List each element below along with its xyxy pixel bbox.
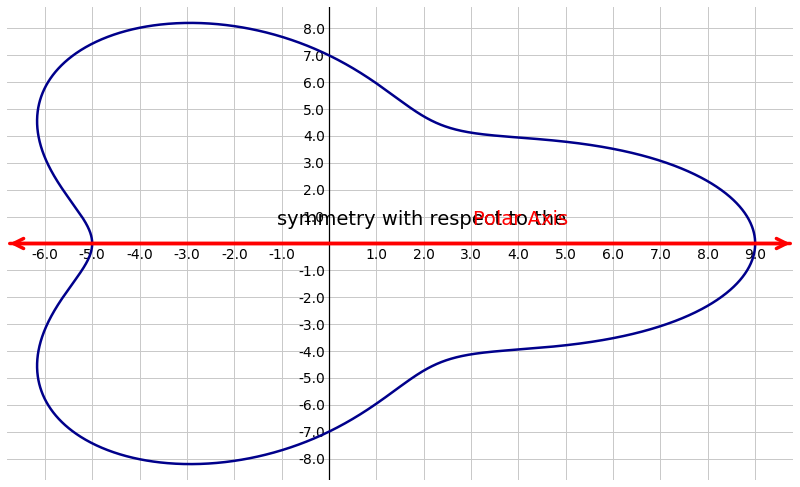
Text: symmetry with respect to the: symmetry with respect to the bbox=[277, 210, 572, 229]
Text: Polar Axis: Polar Axis bbox=[474, 210, 569, 229]
